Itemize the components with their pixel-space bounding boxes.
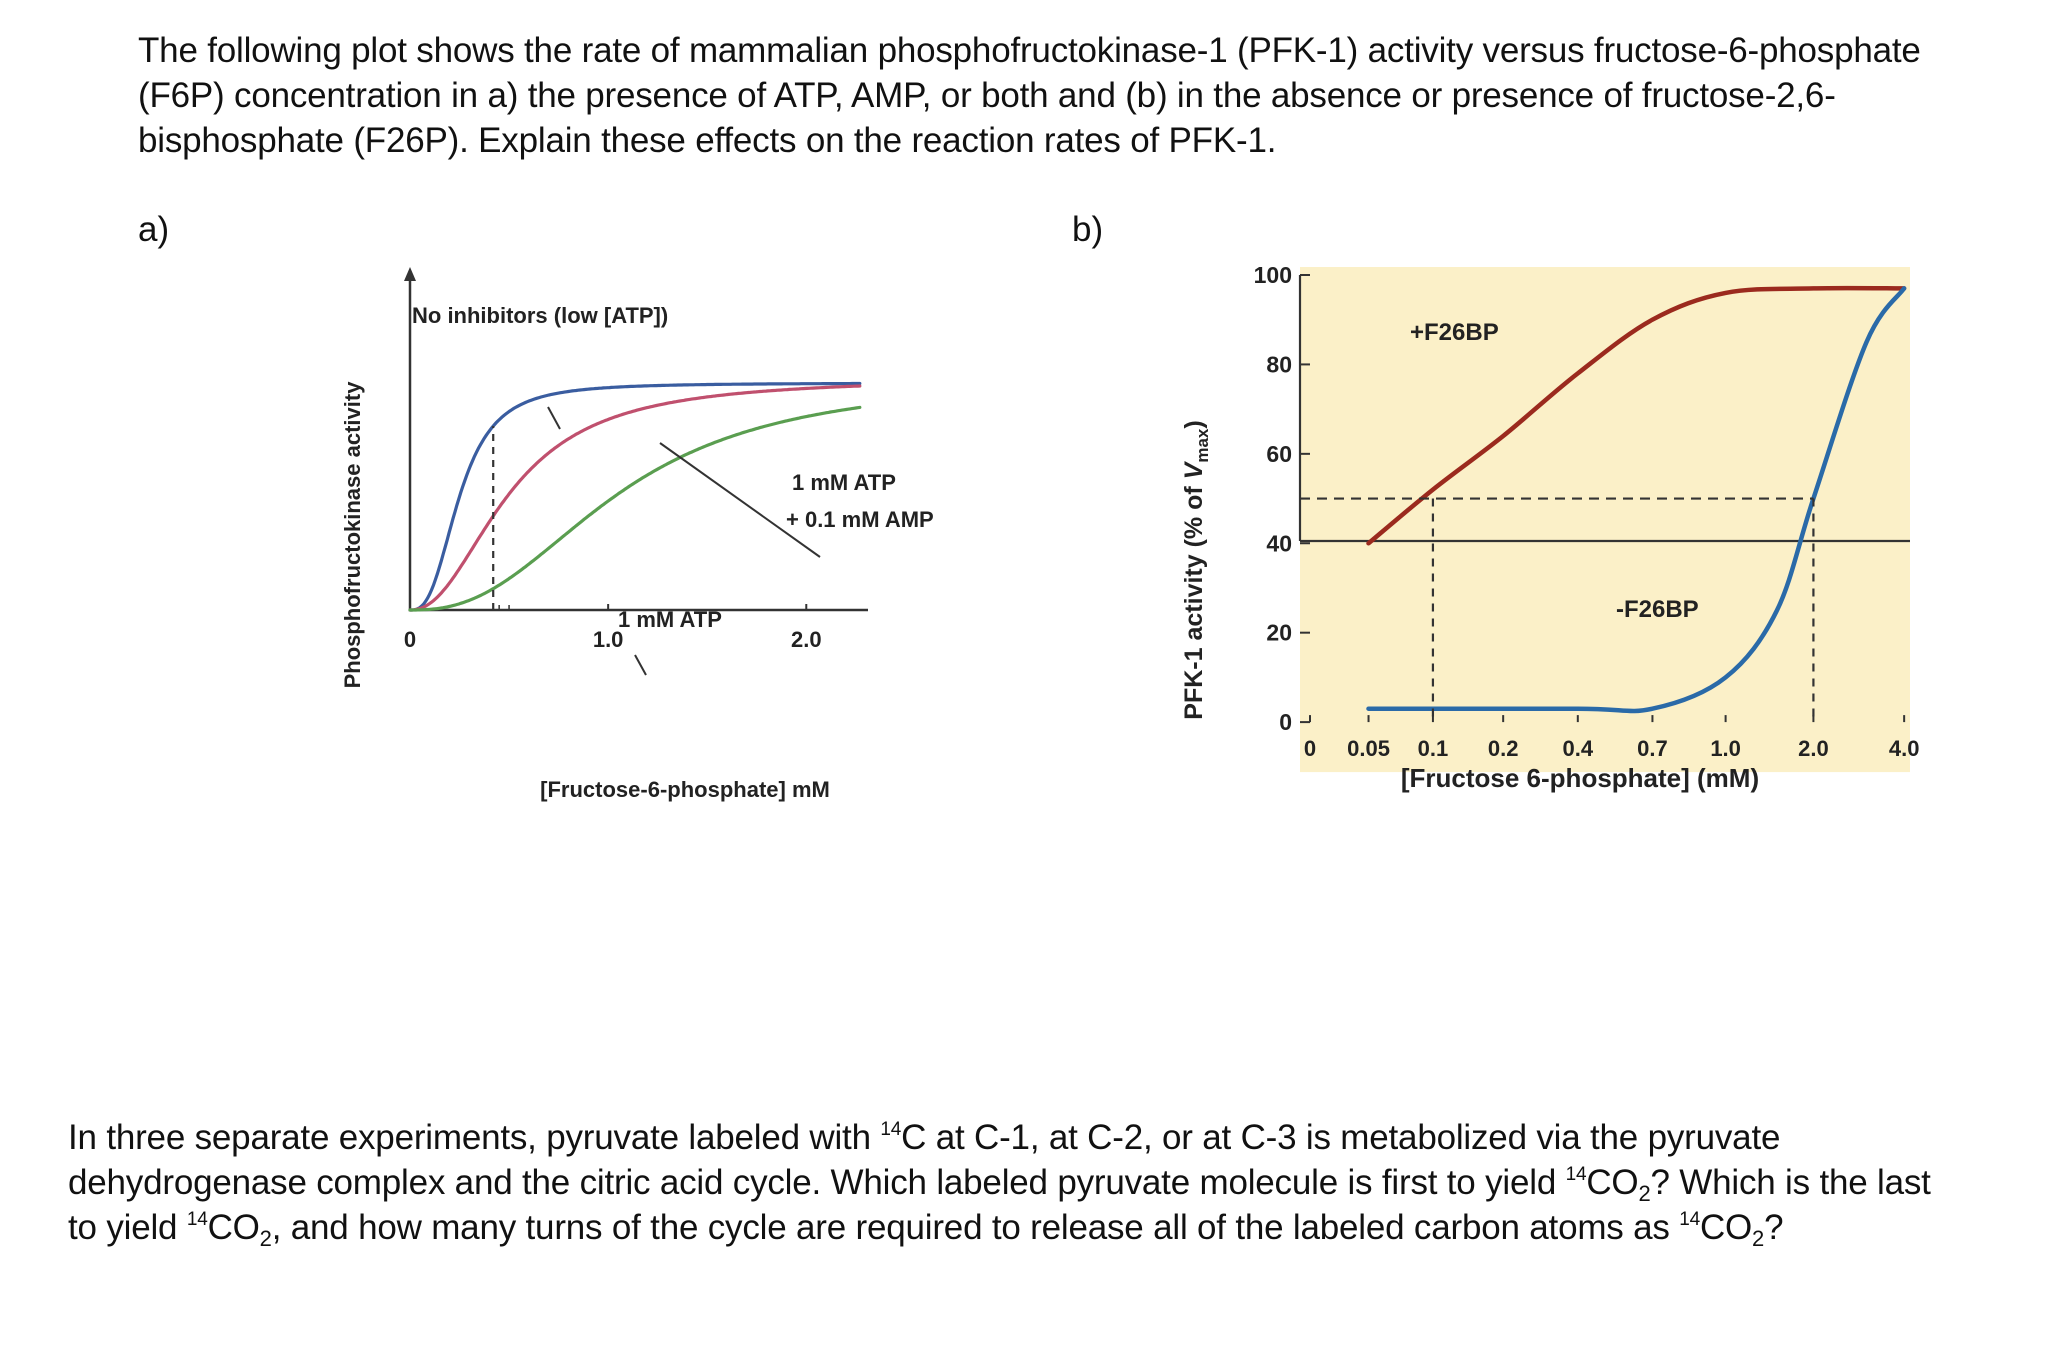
question-2-text: In three separate experiments, pyruvate …	[68, 1118, 1931, 1251]
series-line-a-1	[408, 384, 862, 612]
x-tick-label-a-0: 0	[404, 627, 416, 652]
y-tick-label-b-4: 80	[1266, 351, 1292, 377]
x-tick-label-b-8: 4.0	[1889, 736, 1920, 761]
x-tick-label-b-7: 2.0	[1798, 736, 1829, 761]
annotation-atp-amp-2: + 0.1 mM AMP	[786, 507, 934, 532]
annotation-no-inhibitors: No inhibitors (low [ATP])	[412, 303, 668, 328]
xlabel-a: [Fructose-6-phosphate] mM	[540, 777, 830, 802]
y-tick-label-b-2: 40	[1266, 530, 1292, 556]
chart-panel-a: 0 1.0 2.0 Phosphofructokinase activity [Fr…	[340, 267, 934, 802]
question-1-text: The following plot shows the rate of mam…	[138, 31, 1921, 160]
x-tick-label-b-6: 1.0	[1710, 736, 1741, 761]
y-axis-arrow-a	[404, 267, 416, 281]
y-tick-label-b-0: 0	[1279, 709, 1292, 735]
series-line-a-0	[408, 381, 862, 612]
leader-no-inhibitors	[547, 406, 561, 430]
ylabel-b: PFK-1 activity (% of Vmax)	[1180, 420, 1212, 719]
leader-atp-only	[634, 654, 647, 676]
series-line-b-1	[1366, 286, 1907, 714]
x-tick-label-a-1: 1.0	[593, 627, 624, 652]
x-tick-label-b-2: 0.1	[1418, 736, 1449, 761]
x-tick-label-b-4: 0.4	[1563, 736, 1594, 761]
series-label-plus-f26bp: +F26BP	[1410, 319, 1499, 346]
leader-atp-amp	[659, 442, 821, 558]
annotation-atp-amp-1: 1 mM ATP	[792, 470, 896, 495]
panel-a-label: a)	[138, 210, 170, 249]
ylabel-a: Phosphofructokinase activity	[340, 381, 365, 689]
series-line-b-0	[1366, 285, 1907, 546]
x-tick-label-b-5: 0.7	[1637, 736, 1668, 761]
x-tick-label-a-2: 2.0	[791, 627, 822, 652]
y-tick-label-b-5: 100	[1254, 262, 1292, 288]
plot-a-area: 0 1.0 2.0	[404, 267, 868, 676]
x-tick-label-b-1: 0.05	[1347, 736, 1390, 761]
chart-panel-b: 0 20 40 60 80 100 0 0.05 0.1 0.2 0.4 0.7 1.0 2.0 4.0 P…	[1180, 262, 1920, 793]
y-tick-label-b-3: 60	[1266, 441, 1292, 467]
annotation-atp-only: 1 mM ATP	[618, 607, 722, 632]
x-tick-label-b-3: 0.2	[1488, 736, 1519, 761]
panel-b-label: b)	[1072, 210, 1104, 249]
x-tick-label-b-0: 0	[1304, 736, 1316, 761]
plot-b-background	[1300, 267, 1910, 773]
series-line-a-2	[408, 405, 862, 612]
y-tick-label-b-1: 20	[1266, 620, 1292, 646]
series-label-minus-f26bp: -F26BP	[1616, 596, 1699, 623]
xlabel-b: [Fructose 6-phosphate] (mM)	[1401, 763, 1759, 793]
